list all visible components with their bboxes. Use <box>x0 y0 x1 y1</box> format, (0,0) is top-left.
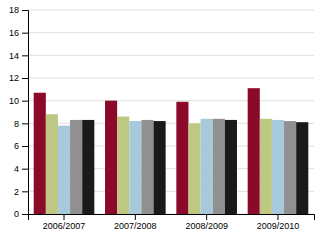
bar <box>58 126 70 214</box>
tick: 2009/2010 <box>257 214 300 231</box>
bar <box>188 123 200 214</box>
tick: 8 <box>14 119 28 129</box>
grid-line <box>28 55 314 56</box>
grid-line <box>28 100 314 101</box>
bar <box>105 101 117 214</box>
tick: 2007/2008 <box>114 214 157 231</box>
tick: 18 <box>9 5 28 15</box>
bar <box>176 102 188 214</box>
tick-mark <box>22 33 28 34</box>
tick-label: 2007/2008 <box>114 221 157 231</box>
bar <box>34 93 46 214</box>
tick: 2 <box>14 187 28 197</box>
tick-mark <box>22 191 28 192</box>
grid <box>28 10 314 214</box>
bar <box>284 121 296 214</box>
tick: 2008/2009 <box>185 214 228 231</box>
bar <box>82 120 94 214</box>
plot: 0 2 4 6 8 10 12 14 16 18 2006/2007 2007/2008 2008/20… <box>9 5 315 231</box>
bar-series <box>70 119 296 214</box>
tick-mark <box>22 214 28 215</box>
bar-series <box>34 88 260 214</box>
axis-line <box>22 11 29 215</box>
chart: 0 2 4 6 8 10 12 14 16 18 2006/2007 2007/2008 2008/20… <box>0 0 322 236</box>
tick-label: 8 <box>14 119 19 129</box>
tick: 14 <box>9 51 28 61</box>
tick: 0 <box>14 209 28 219</box>
bar <box>213 119 225 214</box>
tick-label: 0 <box>14 209 19 219</box>
bars <box>34 88 309 214</box>
tick-label: 2009/2010 <box>257 221 300 231</box>
tick: 16 <box>9 28 28 38</box>
bar <box>70 120 82 214</box>
tick-mark <box>64 214 65 220</box>
tick-mark <box>22 123 28 124</box>
bar <box>129 121 141 214</box>
tick-mark <box>22 146 28 147</box>
tick-label: 18 <box>9 5 19 15</box>
tick-mark <box>22 101 28 102</box>
tick-label: 2006/2007 <box>43 221 86 231</box>
x-axis: 2006/2007 2007/2008 2008/2009 2009/2010 <box>29 214 315 231</box>
bar <box>260 119 272 214</box>
grid-line <box>28 10 314 11</box>
tick-label: 16 <box>9 28 19 38</box>
tick-label: 10 <box>9 96 19 106</box>
tick-mark <box>135 214 136 220</box>
grid-line <box>28 32 314 33</box>
bar <box>248 88 260 214</box>
tick-label: 6 <box>14 141 19 151</box>
tick-label: 12 <box>9 73 19 83</box>
tick: 12 <box>9 73 28 83</box>
tick-label: 2 <box>14 187 19 197</box>
y-axis: 0 2 4 6 8 10 12 14 16 18 <box>9 5 29 219</box>
bar <box>296 122 308 214</box>
tick-mark <box>22 55 28 56</box>
bar <box>154 121 166 214</box>
tick-mark <box>22 10 28 11</box>
bar-series <box>58 119 284 214</box>
axis-line <box>29 215 315 221</box>
grid-line <box>28 78 314 79</box>
tick-mark <box>22 78 28 79</box>
bar <box>46 114 58 214</box>
tick: 6 <box>14 141 28 151</box>
tick-label: 14 <box>9 51 19 61</box>
bar <box>201 119 213 214</box>
bar <box>141 120 153 214</box>
tick-mark <box>206 214 207 220</box>
tick-mark <box>22 169 28 170</box>
tick-label: 2008/2009 <box>185 221 228 231</box>
tick: 2006/2007 <box>43 214 86 231</box>
bar <box>225 120 237 214</box>
tick: 10 <box>9 96 28 106</box>
tick: 4 <box>14 164 28 174</box>
bar <box>117 117 129 214</box>
bar-series <box>82 120 308 214</box>
bar-series <box>46 114 272 214</box>
tick-mark <box>277 214 278 220</box>
tick-label: 4 <box>14 164 19 174</box>
bar <box>272 120 284 214</box>
